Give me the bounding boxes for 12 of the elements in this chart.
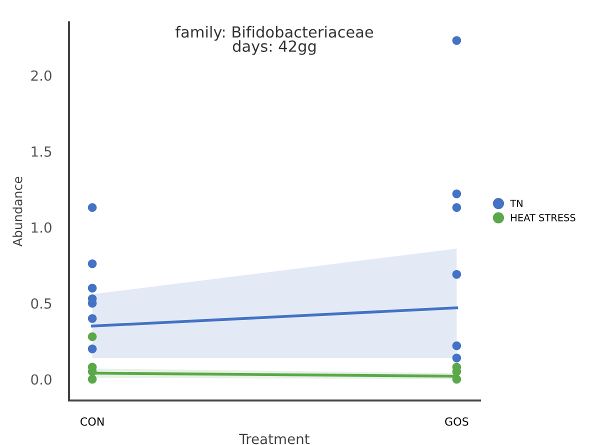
x-tick-label: GOS [445, 417, 468, 426]
text: family: Bifidobacteriaceae days: 42gg [175, 26, 374, 55]
y-tick-label: 1.5 [32, 146, 52, 157]
y-tick-label: 1.0 [32, 222, 52, 233]
y-tick-label: 2.0 [31, 70, 52, 81]
legend-label: TN [510, 200, 522, 207]
y-tick-label: 0.5 [31, 298, 52, 309]
x-tick-label: CON [80, 417, 104, 426]
legend-label: HEAT STRESS [511, 214, 576, 222]
y-axis-title: Abundance [12, 176, 22, 246]
x-axis-title: Treatment [239, 434, 310, 444]
y-tick-label: 0.0 [31, 374, 52, 385]
